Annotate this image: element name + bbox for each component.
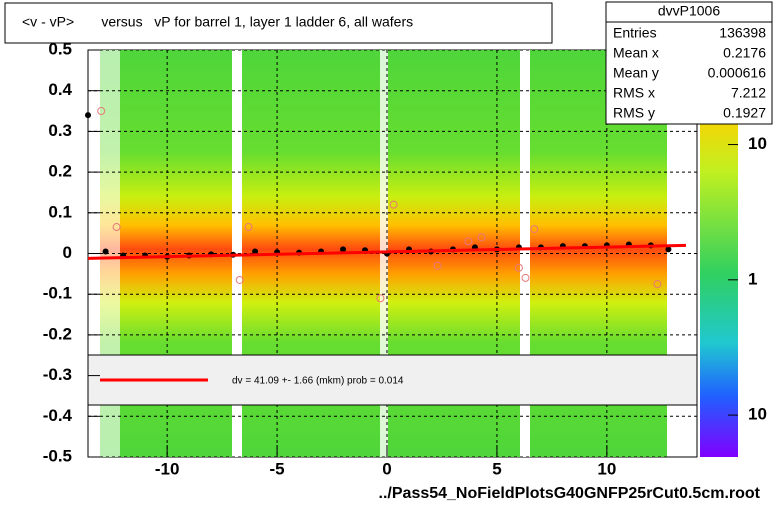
stats-title: dvvP1006 xyxy=(658,3,720,19)
open-point xyxy=(376,294,385,303)
open-point xyxy=(244,223,253,232)
x-tick-label: 10 xyxy=(597,459,616,478)
y-tick-label: 0 xyxy=(63,243,72,262)
y-tick-label: -0.2 xyxy=(43,324,72,343)
z-tick-label: 10 xyxy=(748,134,767,153)
z-tick-label: 10 xyxy=(748,405,767,424)
open-point xyxy=(97,107,106,116)
open-point xyxy=(514,263,523,272)
stats-key: RMS y xyxy=(613,105,655,121)
stats-value: 0.1927 xyxy=(723,105,766,121)
point xyxy=(102,248,109,255)
y-tick-label: -0.3 xyxy=(43,365,72,384)
point xyxy=(340,246,347,253)
open-point xyxy=(433,261,442,270)
open-point xyxy=(521,273,530,282)
open-point xyxy=(530,225,539,234)
fit-line xyxy=(87,243,687,260)
y-tick-label: 0.5 xyxy=(48,39,72,58)
open-point xyxy=(464,237,473,246)
point xyxy=(252,248,259,255)
open-point xyxy=(653,280,662,289)
stats-value: 0.2176 xyxy=(723,45,766,61)
stats-value: 136398 xyxy=(719,25,766,41)
chart-title: <v - vP> versus vP for barrel 1, layer 1… xyxy=(22,14,413,30)
y-tick-label: 0.2 xyxy=(48,162,72,181)
x-tick-label: 0 xyxy=(382,459,391,478)
open-point xyxy=(389,200,398,209)
stats-key: Mean x xyxy=(613,45,659,61)
y-tick-label: -0.5 xyxy=(43,446,72,465)
y-tick-label: 0.3 xyxy=(48,121,72,140)
stats-value: 0.000616 xyxy=(708,65,767,81)
x-tick-label: 5 xyxy=(492,459,501,478)
open-point xyxy=(477,233,486,242)
stats-value: 7.212 xyxy=(731,85,766,101)
fit-label: dv = 41.09 +- 1.66 (mkm) prob = 0.014 xyxy=(232,376,404,387)
x-axis-label: ../Pass54_NoFieldPlotsG40GNFP25rCut0.5cm… xyxy=(379,485,761,502)
y-tick-label: -0.1 xyxy=(43,284,72,303)
y-tick-label: -0.4 xyxy=(43,406,73,425)
z-tick-label: 1 xyxy=(748,269,757,288)
open-point xyxy=(235,275,244,284)
title-box xyxy=(4,2,553,44)
point xyxy=(85,112,91,119)
stats-key: RMS x xyxy=(613,85,655,101)
stats-key: Mean y xyxy=(613,65,659,81)
x-tick-label: -5 xyxy=(270,459,285,478)
heatmap-gap xyxy=(232,50,242,457)
heatmap-gap xyxy=(520,50,530,457)
y-tick-label: 0.4 xyxy=(48,80,72,99)
y-tick-label: 0.1 xyxy=(48,202,72,221)
x-tick-label: -10 xyxy=(155,459,180,478)
open-point xyxy=(112,223,121,232)
point xyxy=(665,246,672,253)
stats-key: Entries xyxy=(613,25,657,41)
